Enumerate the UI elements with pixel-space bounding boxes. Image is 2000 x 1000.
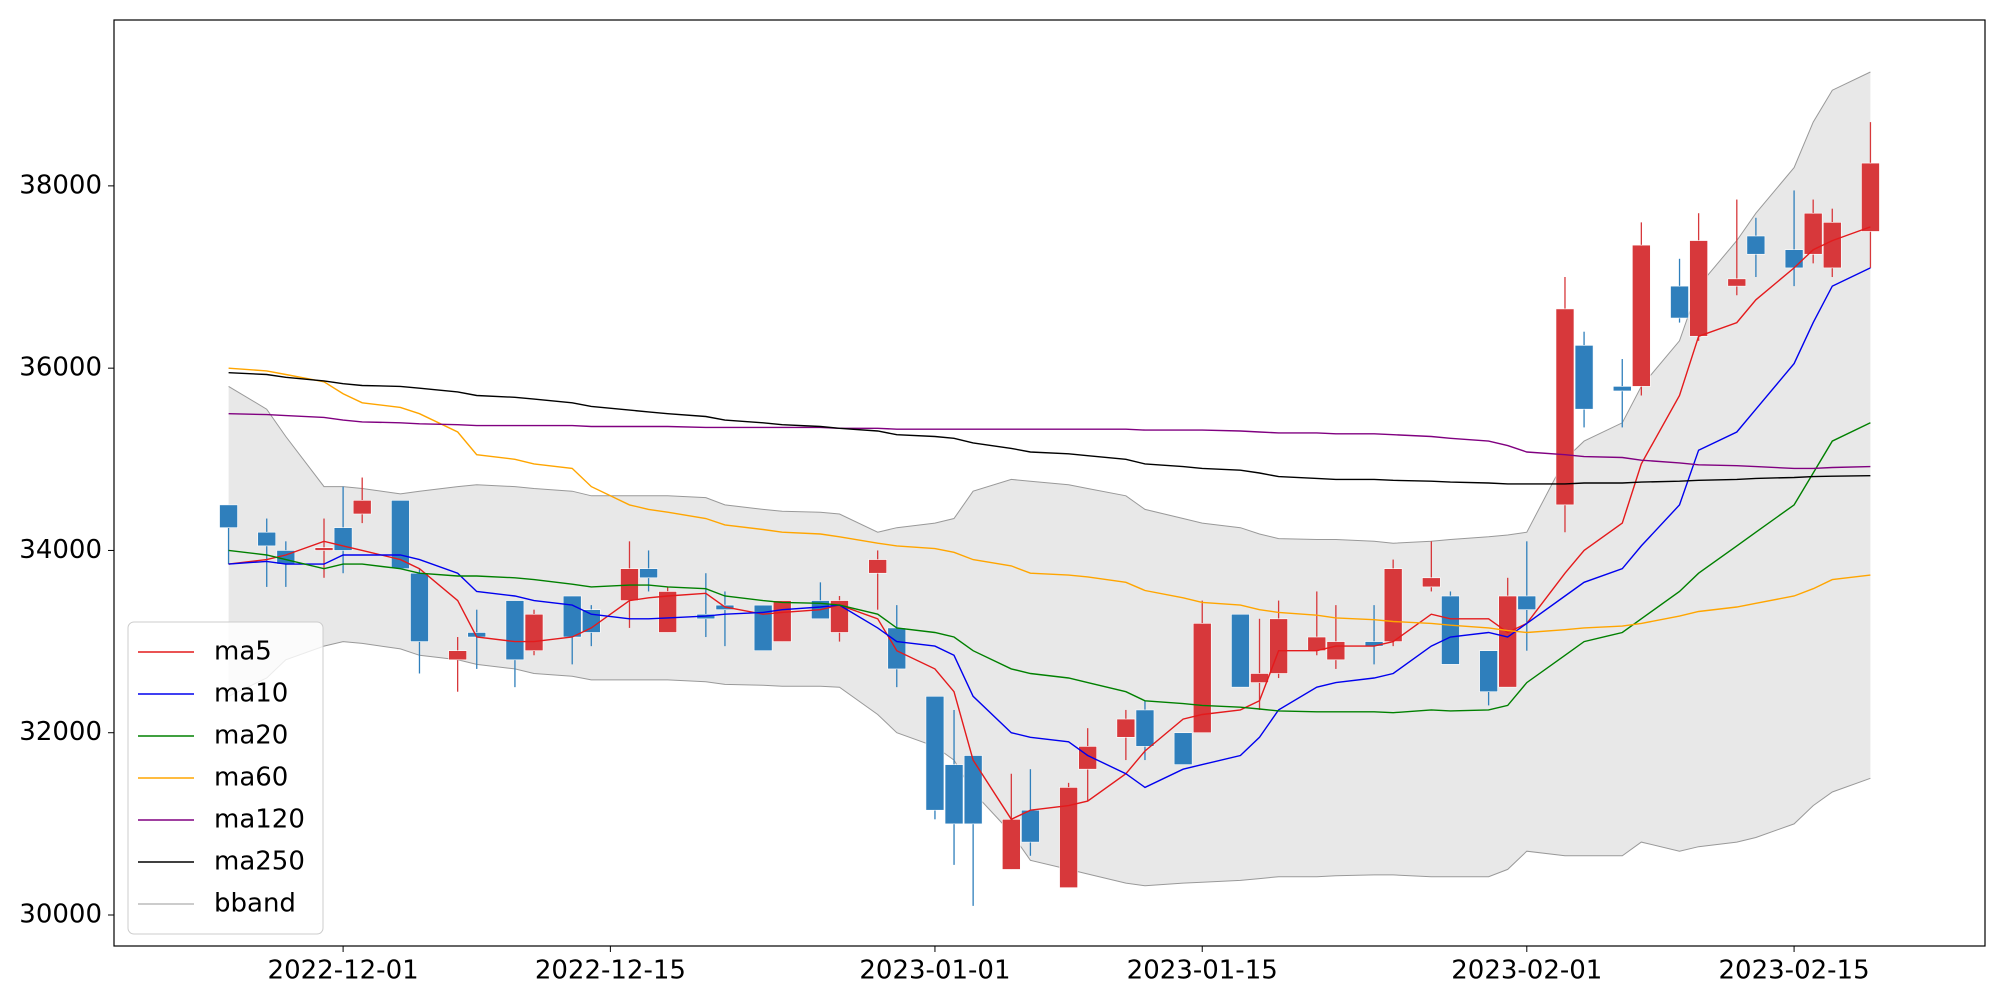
- candle-body: [772, 600, 792, 642]
- ma-line: [228, 226, 1871, 821]
- legend: ma5 ma10 ma20 ma60 ma120 ma250 bband: [127, 621, 324, 935]
- ma-line: [228, 413, 1871, 470]
- candle-body: [352, 500, 372, 515]
- candle-body: [658, 591, 677, 633]
- candle-body: [1689, 240, 1708, 337]
- axes-frame: [113, 19, 1986, 947]
- candle-body: [410, 572, 429, 642]
- y-tick-label: 34000: [19, 535, 102, 565]
- legend-label: ma250: [214, 847, 305, 877]
- candle-body: [639, 568, 658, 579]
- legend-label: ma120: [214, 805, 305, 835]
- candle-body: [1517, 595, 1537, 610]
- candle-body: [1479, 650, 1498, 693]
- x-tick-label: 2023-01-01: [859, 956, 1010, 986]
- candle-body: [1632, 244, 1651, 387]
- legend-label: ma60: [214, 763, 288, 793]
- legend-box: [127, 621, 324, 935]
- candle-body: [1498, 595, 1518, 688]
- x-tick-label: 2022-12-15: [535, 956, 686, 986]
- x-tick-label: 2023-02-01: [1451, 956, 1602, 986]
- candle-body: [505, 600, 525, 661]
- candle-body: [868, 559, 887, 574]
- candle-body: [1441, 595, 1460, 665]
- candle-body: [1326, 641, 1346, 661]
- candle-body: [1861, 162, 1880, 232]
- ma-line: [228, 367, 1871, 634]
- candle-body: [1746, 235, 1766, 255]
- candle-body: [1173, 732, 1193, 765]
- x-tick-label: 2022-12-01: [268, 956, 419, 986]
- candle-body: [219, 504, 238, 528]
- candle-body: [562, 595, 582, 638]
- candle-body: [1135, 709, 1155, 747]
- candle-body: [1250, 673, 1269, 683]
- x-tick-label: 2023-02-15: [1719, 956, 1870, 986]
- candle-body: [1727, 278, 1747, 287]
- ma-line: [228, 267, 1871, 789]
- candle-body: [753, 604, 773, 652]
- legend-label: ma10: [214, 679, 288, 709]
- candle-body: [1574, 345, 1594, 410]
- candle-body: [524, 613, 544, 652]
- bband-upper: [228, 71, 1871, 544]
- candle-body: [581, 609, 601, 633]
- candle-body: [1670, 285, 1689, 319]
- candle-body: [1383, 568, 1403, 642]
- legend-label: ma5: [214, 637, 272, 667]
- candle-body: [314, 547, 334, 551]
- candle-body: [257, 531, 277, 547]
- candle-body: [1422, 577, 1441, 588]
- y-tick-label: 38000: [19, 170, 102, 200]
- candle-body: [448, 650, 467, 661]
- candle-body: [1803, 212, 1823, 255]
- y-tick-label: 36000: [19, 353, 102, 383]
- bband-area: [228, 72, 1871, 886]
- candle-body: [1116, 718, 1136, 738]
- y-tick-label: 30000: [19, 900, 102, 930]
- candle-body: [1269, 618, 1288, 674]
- candle-body: [1059, 787, 1078, 888]
- candle-body: [925, 695, 945, 811]
- y-tick-label: 32000: [19, 717, 102, 747]
- legend-label: ma20: [214, 721, 288, 751]
- candle-body: [963, 755, 983, 825]
- candle-body: [1231, 613, 1250, 688]
- candle-body: [1021, 809, 1040, 843]
- candle-body: [887, 627, 907, 670]
- legend-label: bband: [214, 889, 296, 919]
- candle-body: [1612, 386, 1632, 392]
- candle-body: [1822, 222, 1842, 269]
- ma-line: [228, 422, 1871, 714]
- candle-body: [944, 764, 964, 825]
- plot-area: [219, 71, 1880, 906]
- candle-body: [1002, 819, 1021, 870]
- ma-line: [228, 372, 1871, 485]
- candle-body: [1555, 308, 1575, 506]
- candle-body: [1784, 249, 1804, 269]
- x-tick-label: 2023-01-15: [1127, 956, 1278, 986]
- bband-lower: [228, 641, 1871, 887]
